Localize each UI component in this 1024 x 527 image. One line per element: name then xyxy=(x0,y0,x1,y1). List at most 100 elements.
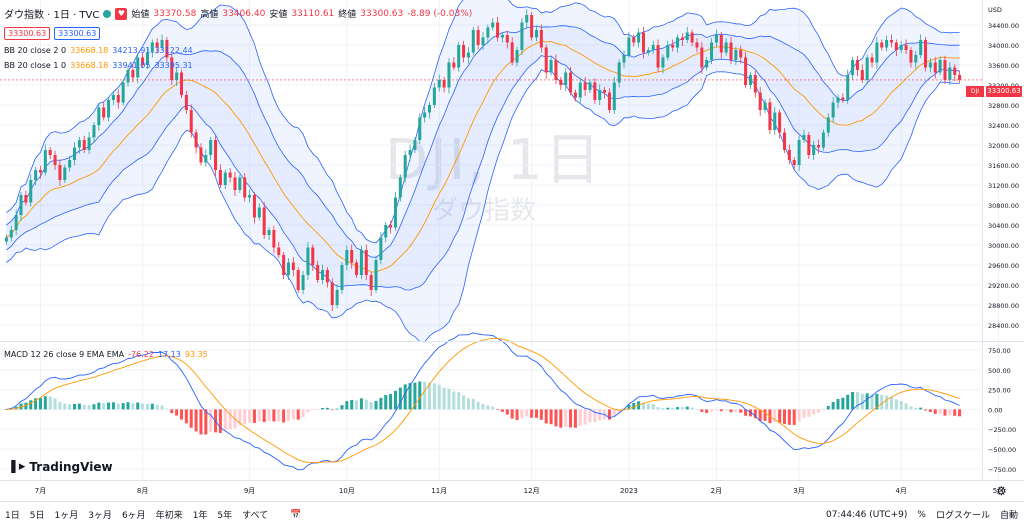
price-tick-label: 30000.00 xyxy=(988,242,1019,250)
macd-histogram-bar xyxy=(325,407,329,410)
macd-histogram-bar xyxy=(782,409,787,424)
candle-body xyxy=(126,70,130,83)
macd-histogram-bar xyxy=(500,409,504,412)
macd-histogram-bar xyxy=(695,408,699,410)
buy-button[interactable]: 33300.63 xyxy=(54,27,101,40)
bb2-legend[interactable]: BB 20 close 2 0 33668.18 34213.91 33122.… xyxy=(4,46,193,55)
macd-histogram-bar xyxy=(938,409,942,414)
period-ytd[interactable]: 年初来 xyxy=(155,511,183,521)
settings-gear-icon[interactable]: ⚙ xyxy=(996,484,1007,498)
bb-upper-2 xyxy=(6,0,960,244)
macd-histogram-bar xyxy=(476,401,480,410)
bb1-legend[interactable]: BB 20 close 1 0 33668.18 33941.05 33395.… xyxy=(4,61,193,70)
macd-histogram-bar xyxy=(228,409,232,430)
tradingview-logo-icon: ❚▸ xyxy=(8,459,26,474)
macd-histogram-bar xyxy=(539,409,543,420)
macd-histogram-bar xyxy=(267,409,271,422)
macd-histogram-bar xyxy=(121,403,125,410)
price-tick-label: 29200.00 xyxy=(988,282,1019,290)
favorite-icon[interactable]: ♥ xyxy=(115,7,128,20)
candle-body xyxy=(598,90,602,100)
macd-histogram-bar xyxy=(554,409,558,427)
candle-body xyxy=(564,72,568,85)
candle-body xyxy=(476,30,480,45)
chart-pane-border xyxy=(982,0,983,480)
symbol-title[interactable]: ダウ指数 · 1日 · TVC xyxy=(4,10,100,21)
candle-body xyxy=(651,45,655,50)
macd-tick-label: −750.00 xyxy=(988,466,1016,474)
time-tick-label: 8月 xyxy=(137,487,148,495)
macd-histogram-bar xyxy=(170,409,174,414)
macd-histogram-bar xyxy=(452,391,456,410)
macd-histogram-bar xyxy=(418,381,422,410)
macd-histogram-bar xyxy=(797,409,801,422)
period-6m[interactable]: 6ヶ月 xyxy=(121,511,146,521)
macd-histogram-bar xyxy=(345,401,349,410)
macd-histogram-bar xyxy=(389,393,393,410)
period-1y[interactable]: 1年 xyxy=(192,511,208,521)
macd-histogram-bar xyxy=(87,404,91,410)
candle-body xyxy=(267,230,271,235)
bottom-toolbar: 1日 5日 1ヶ月 3ヶ月 6ヶ月 年初来 1年 5年 すべて 📅 07:44:… xyxy=(0,502,1024,527)
candle-body xyxy=(457,45,461,68)
price-tick-label: 33600.00 xyxy=(988,62,1019,70)
toolbar-separator xyxy=(0,501,1024,502)
pane-separator[interactable] xyxy=(0,341,1024,342)
macd-histogram-bar xyxy=(43,396,47,410)
macd-histogram-bar xyxy=(238,409,242,426)
macd-histogram-bar xyxy=(865,393,869,410)
macd-signal-line xyxy=(6,337,960,464)
macd-histogram-bar xyxy=(690,407,694,410)
log-scale-toggle[interactable]: ログスケール xyxy=(935,511,990,521)
macd-histogram-bar xyxy=(160,405,164,410)
time-tick-label: 7月 xyxy=(35,487,46,495)
price-tick-label: 28800.00 xyxy=(988,302,1019,310)
macd-histogram-bar xyxy=(778,409,782,423)
percent-toggle[interactable]: % xyxy=(917,509,926,520)
sell-button[interactable]: 33300.63 xyxy=(4,27,51,40)
period-3m[interactable]: 3ヶ月 xyxy=(88,511,112,521)
period-all[interactable]: すべて xyxy=(242,511,269,521)
candle-body xyxy=(773,112,777,130)
candle-body xyxy=(252,195,256,218)
macd-legend[interactable]: MACD 12 26 close 9 EMA EMA -76.22 17.13 … xyxy=(4,350,208,359)
macd-histogram-bar xyxy=(753,409,757,419)
macd-tick-label: 500.00 xyxy=(988,367,1011,375)
candle-body xyxy=(569,72,573,93)
macd-histogram-bar xyxy=(807,409,811,417)
candle-body xyxy=(510,42,514,63)
candle-body xyxy=(199,147,203,163)
clock-time[interactable]: 07:44:46 (UTC+9) xyxy=(825,509,908,520)
period-1d[interactable]: 1日 xyxy=(5,511,20,521)
candle-body xyxy=(248,195,252,198)
candle-body xyxy=(593,82,597,100)
bb2-lower: 33122.44 xyxy=(154,46,193,55)
macd-histogram-bar xyxy=(773,409,777,423)
candle-body xyxy=(889,40,893,43)
period-1m[interactable]: 1ヶ月 xyxy=(54,511,79,521)
candle-body xyxy=(179,72,184,95)
macd-histogram-bar xyxy=(846,394,850,410)
candle-body xyxy=(758,92,762,110)
candle-body xyxy=(632,37,636,43)
period-5d[interactable]: 5日 xyxy=(29,511,45,521)
candle-body xyxy=(209,140,213,155)
macd-histogram-bar xyxy=(593,409,597,423)
period-5y[interactable]: 5年 xyxy=(217,511,233,521)
auto-scale-toggle[interactable]: 自動 xyxy=(999,511,1018,521)
macd-histogram-bar xyxy=(155,404,159,410)
price-tick-label: 34000.00 xyxy=(988,42,1019,50)
tradingview-logo[interactable]: ❚▸ TradingView xyxy=(8,459,113,474)
candle-body xyxy=(355,262,359,275)
macd-histogram-bar xyxy=(573,409,577,428)
candle-body xyxy=(797,140,801,165)
macd-histogram-bar xyxy=(889,396,893,410)
candle-body xyxy=(296,270,300,290)
macd-histogram-bar xyxy=(710,409,714,412)
candle-body xyxy=(141,57,145,65)
date-range-icon[interactable]: 📅 xyxy=(290,509,302,520)
macd-histogram-bar xyxy=(632,403,636,410)
candle-body xyxy=(19,195,23,215)
time-tick-label: 5月 xyxy=(993,487,1004,495)
